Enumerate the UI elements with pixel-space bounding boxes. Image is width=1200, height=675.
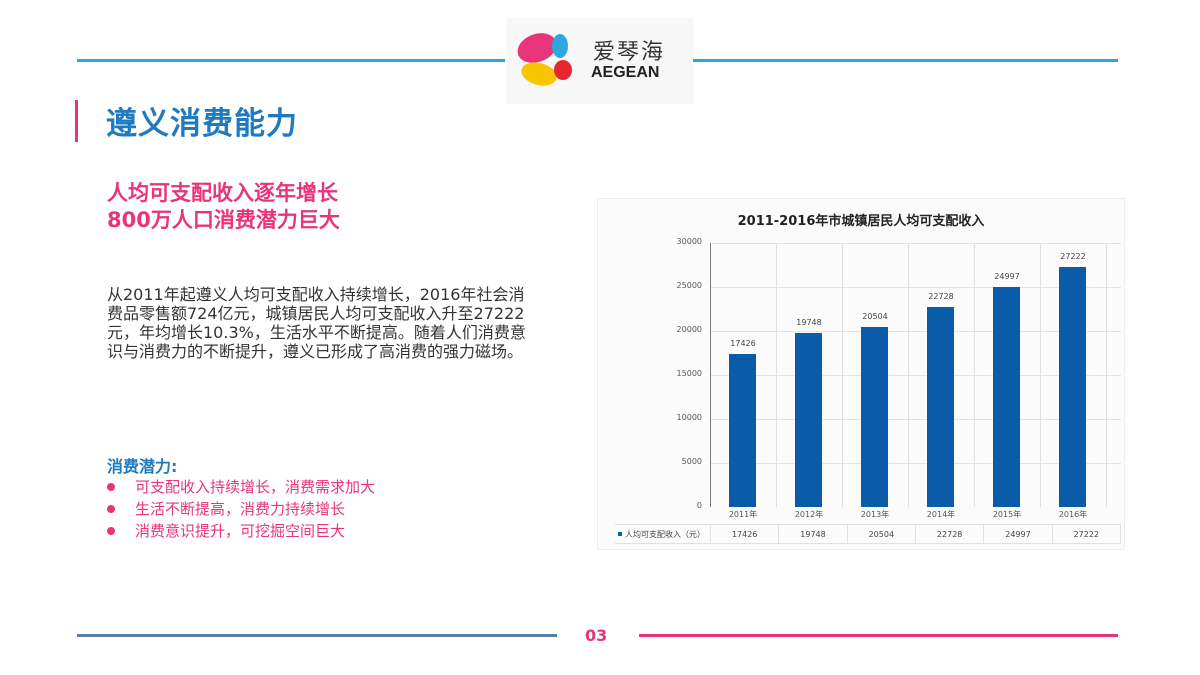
gridline: [710, 243, 1121, 244]
list-item: 消费意识提升，可挖掘空间巨大: [107, 520, 375, 542]
gridline: [710, 463, 1121, 464]
bar-label: 19748: [796, 318, 822, 327]
v-gridline: [1106, 243, 1107, 507]
table-cell: 17426: [711, 525, 780, 543]
gridline: [710, 419, 1121, 420]
y-tick: 25000: [676, 281, 702, 290]
potential-list: 可支配收入持续增长，消费需求加大 生活不断提高，消费力持续增长 消费意识提升，可…: [107, 476, 375, 542]
bar-2015: [993, 287, 1020, 507]
y-tick: 10000: [676, 413, 702, 422]
gridline: [710, 287, 1121, 288]
bar-2012: [795, 333, 822, 507]
x-tick: 2015年: [992, 510, 1022, 519]
gridline: [710, 331, 1121, 332]
bar-label: 17426: [730, 339, 756, 348]
brand-logo: 爱琴海 AEGEAN: [507, 18, 693, 104]
logo-english-name: AEGEAN: [591, 64, 660, 81]
subtitle-line-1: 人均可支配收入逐年增长: [107, 181, 338, 205]
y-tick: 20000: [676, 325, 702, 334]
subtitle: 人均可支配收入逐年增长 800万人口消费潜力巨大: [107, 180, 340, 234]
x-tick: 2014年: [926, 510, 956, 519]
bar-label: 20504: [862, 312, 888, 321]
bar-label: 27222: [1060, 252, 1086, 261]
butterfly-logo-icon: [517, 33, 572, 86]
header-line-left: [77, 59, 505, 62]
logo-chinese-name: 爱琴海: [593, 40, 666, 65]
table-cell: 20504: [848, 525, 916, 543]
legend-square-icon: [618, 532, 622, 536]
list-item: 可支配收入持续增长，消费需求加大: [107, 476, 375, 498]
x-tick: 2013年: [860, 510, 890, 519]
footer-line-right: [639, 634, 1118, 637]
x-tick: 2012年: [794, 510, 824, 519]
plot-area: 17426 19748 20504 22728 24997 27222 2011…: [710, 243, 1121, 519]
data-table-legend: 人均可支配收入（元）: [615, 525, 711, 543]
gridline: [710, 375, 1121, 376]
table-cell: 24997: [984, 525, 1053, 543]
chart-data-table: 人均可支配收入（元） 17426 19748 20504 22728 24997…: [615, 524, 1121, 544]
v-gridline: [776, 243, 777, 507]
header-line-right: [693, 59, 1118, 62]
title-accent-bar: [75, 100, 78, 142]
table-cell: 19748: [779, 525, 848, 543]
chart-title: 2011-2016年市城镇居民人均可支配收入: [737, 214, 985, 229]
v-gridline: [842, 243, 843, 507]
y-tick: 0: [696, 501, 702, 510]
bar-2014: [927, 307, 954, 507]
page-number: 03: [585, 626, 608, 645]
footer-line-left: [77, 634, 557, 637]
income-bar-chart: 2011-2016年市城镇居民人均可支配收入 30000 25000 20000…: [597, 198, 1125, 550]
subtitle-line-2: 800万人口消费潜力巨大: [107, 208, 340, 232]
bar-2013: [861, 327, 888, 507]
y-tick: 5000: [681, 457, 702, 466]
list-item: 生活不断提高，消费力持续增长: [107, 498, 375, 520]
v-gridline: [908, 243, 909, 507]
y-axis: [710, 243, 711, 507]
bullet-dot-icon: [107, 483, 115, 491]
bar-label: 22728: [928, 292, 954, 301]
page-title: 遵义消费能力: [106, 106, 298, 142]
bar-2011: [729, 354, 756, 507]
x-tick: 2016年: [1058, 510, 1088, 519]
y-tick: 15000: [676, 369, 702, 378]
potential-heading: 消费潜力:: [107, 457, 178, 476]
v-gridline: [1040, 243, 1041, 507]
table-cell: 27222: [1053, 525, 1121, 543]
y-tick: 30000: [676, 237, 702, 246]
bar-label: 24997: [994, 272, 1020, 281]
bullet-dot-icon: [107, 505, 115, 513]
body-paragraph: 从2011年起遵义人均可支配收入持续增长，2016年社会消费品零售额724亿元，…: [107, 285, 526, 361]
table-cell: 22728: [916, 525, 985, 543]
x-tick: 2011年: [728, 510, 758, 519]
bar-2016: [1059, 267, 1086, 507]
bullet-dot-icon: [107, 527, 115, 535]
v-gridline: [974, 243, 975, 507]
